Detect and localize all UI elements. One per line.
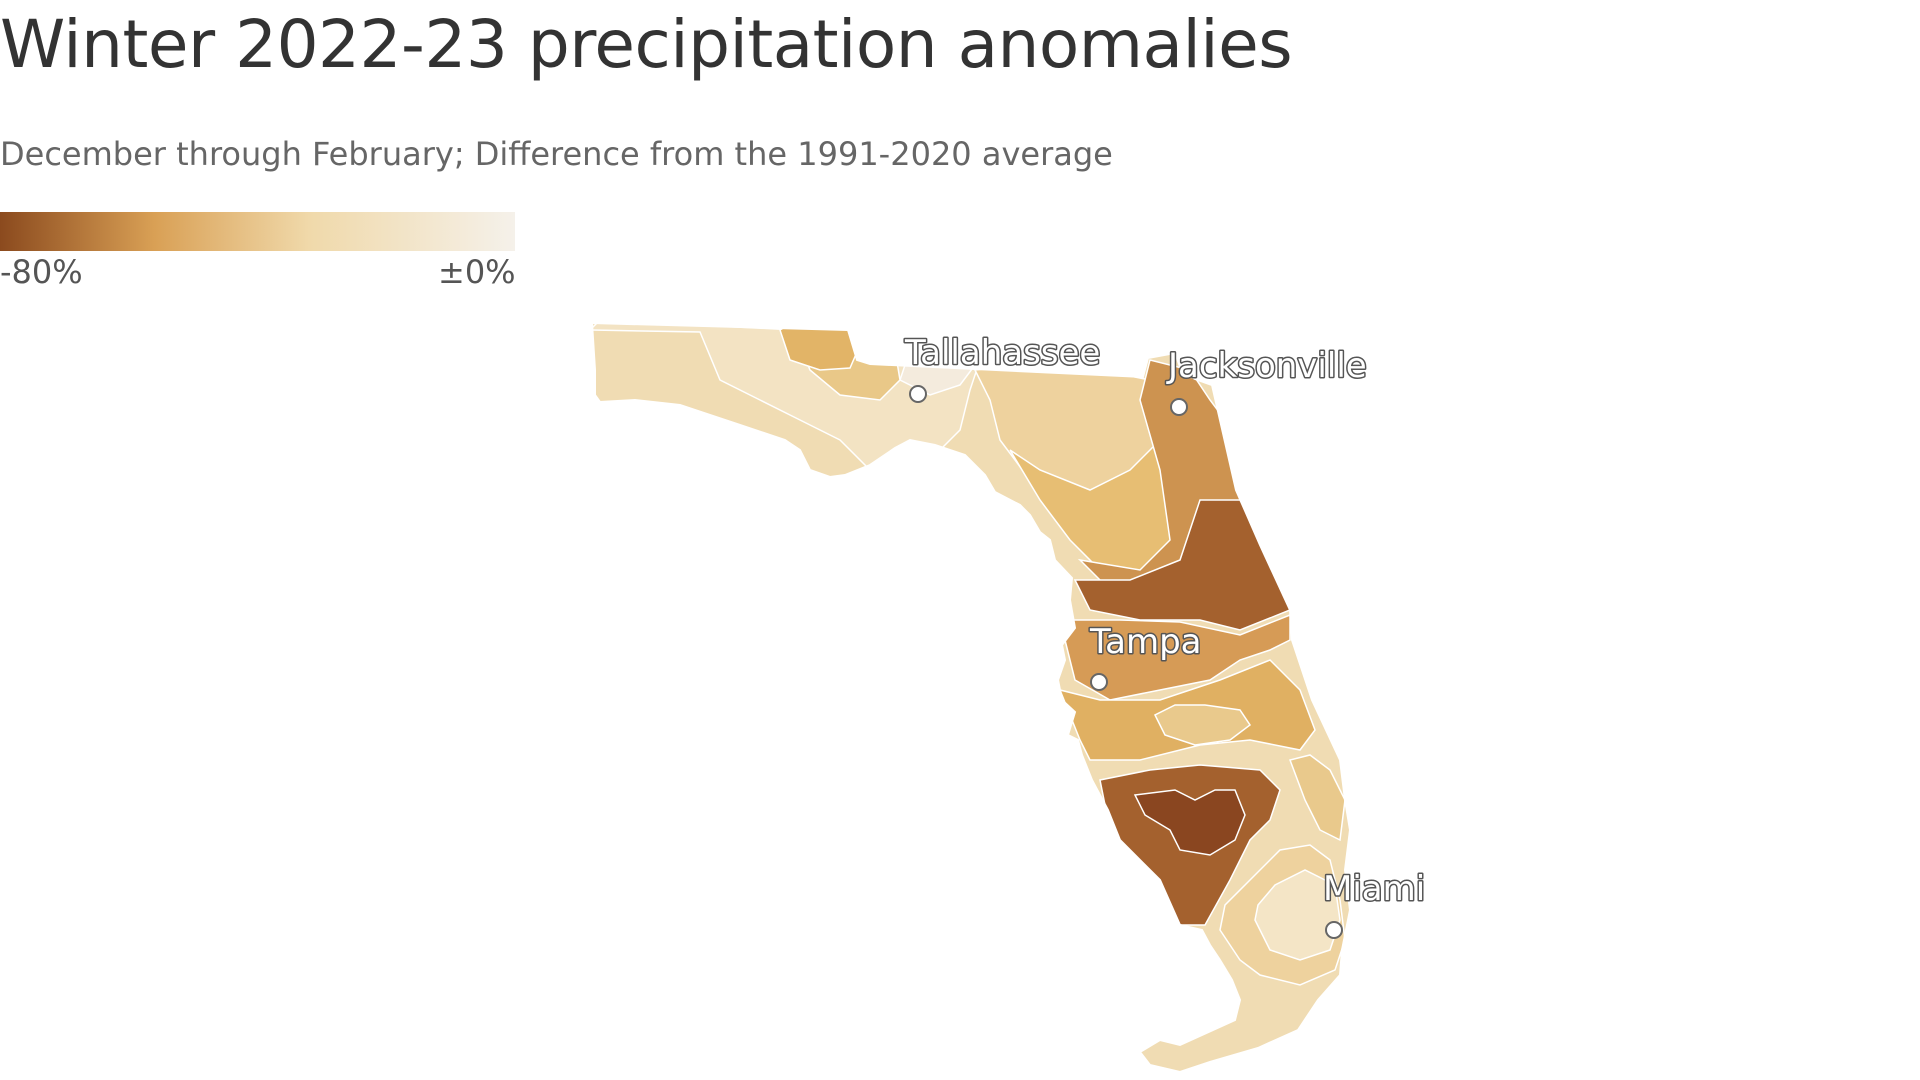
legend-max-label: ±0% [438,253,516,291]
city-jacksonville: Jacksonville [1165,345,1368,416]
city-label: Jacksonville [1166,346,1367,386]
city-tallahassee: Tallahassee [903,332,1102,403]
legend-color-bar [0,212,515,251]
anomaly-contours [592,323,1350,1072]
city-miami: Miami [1322,868,1427,939]
city-label: Tallahassee [904,333,1100,373]
city-label: Tampa [1089,622,1202,662]
legend-min-label: -80% [0,253,83,291]
florida-outline [590,321,1352,1074]
chart-subtitle: December through February; Difference fr… [0,135,1113,173]
chart-title: Winter 2022-23 precipitation anomalies [0,6,1293,83]
city-marker [1170,398,1188,416]
city-marker [1325,921,1343,939]
city-tampa: Tampa [1088,621,1203,691]
city-label: Miami [1323,869,1425,909]
city-marker [909,385,927,403]
city-marker [1090,673,1108,691]
